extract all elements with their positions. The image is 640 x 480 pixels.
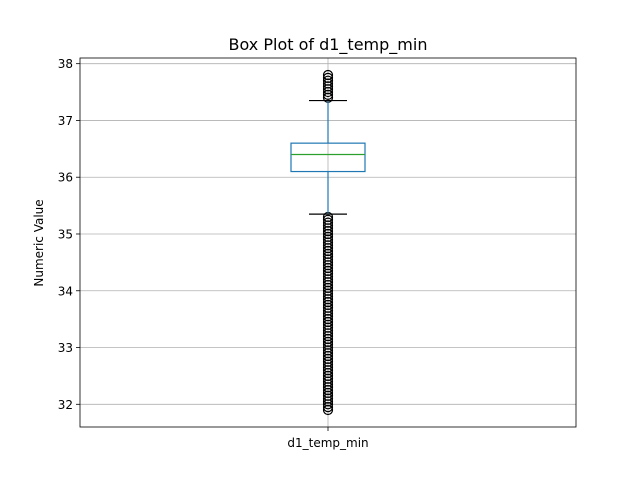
y-tick-label: 37 xyxy=(58,114,73,128)
y-tick-label: 38 xyxy=(58,57,73,71)
y-tick-label: 33 xyxy=(58,341,73,355)
y-axis-label: Numeric Value xyxy=(32,199,46,286)
outlier-point xyxy=(322,217,334,228)
iqr-box xyxy=(290,142,366,173)
outlier-point xyxy=(322,214,334,225)
chart-title: Box Plot of d1_temp_min xyxy=(229,35,428,55)
outlier-point xyxy=(322,75,334,86)
outliers xyxy=(322,69,334,416)
outlier-point xyxy=(322,72,334,83)
y-tick-label: 36 xyxy=(58,171,73,185)
x-tick-label: d1_temp_min xyxy=(287,436,368,450)
y-axis-ticks: 32 33 34 35 36 37 38 xyxy=(58,57,80,412)
x-axis-ticks: d1_temp_min xyxy=(287,427,369,450)
y-tick-label: 32 xyxy=(58,398,73,412)
y-tick-label: 35 xyxy=(58,227,73,241)
y-tick-label: 34 xyxy=(58,284,73,298)
box-layer xyxy=(290,69,366,416)
outlier-point xyxy=(322,69,334,81)
